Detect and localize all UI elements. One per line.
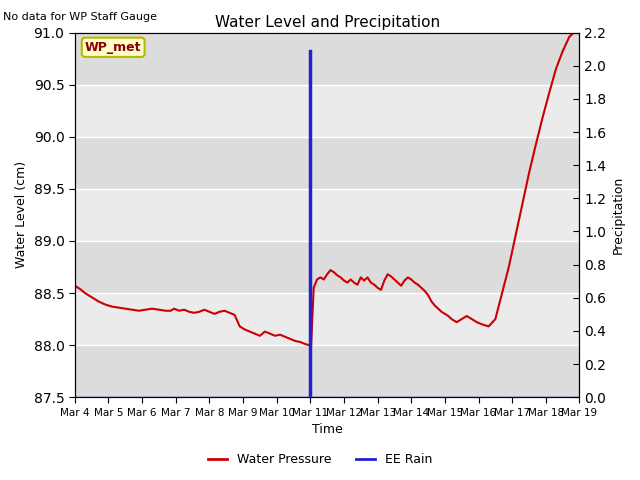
Y-axis label: Precipitation: Precipitation — [612, 176, 625, 254]
Text: No data for WP Staff Gauge: No data for WP Staff Gauge — [3, 12, 157, 22]
Bar — [75, 33, 579, 84]
Bar — [75, 241, 579, 293]
Bar — [75, 345, 579, 397]
Y-axis label: Water Level (cm): Water Level (cm) — [15, 161, 28, 268]
Bar — [75, 137, 579, 189]
Title: Water Level and Precipitation: Water Level and Precipitation — [214, 15, 440, 30]
Text: WP_met: WP_met — [85, 41, 141, 54]
X-axis label: Time: Time — [312, 423, 342, 436]
Legend: Water Pressure, EE Rain: Water Pressure, EE Rain — [203, 448, 437, 471]
